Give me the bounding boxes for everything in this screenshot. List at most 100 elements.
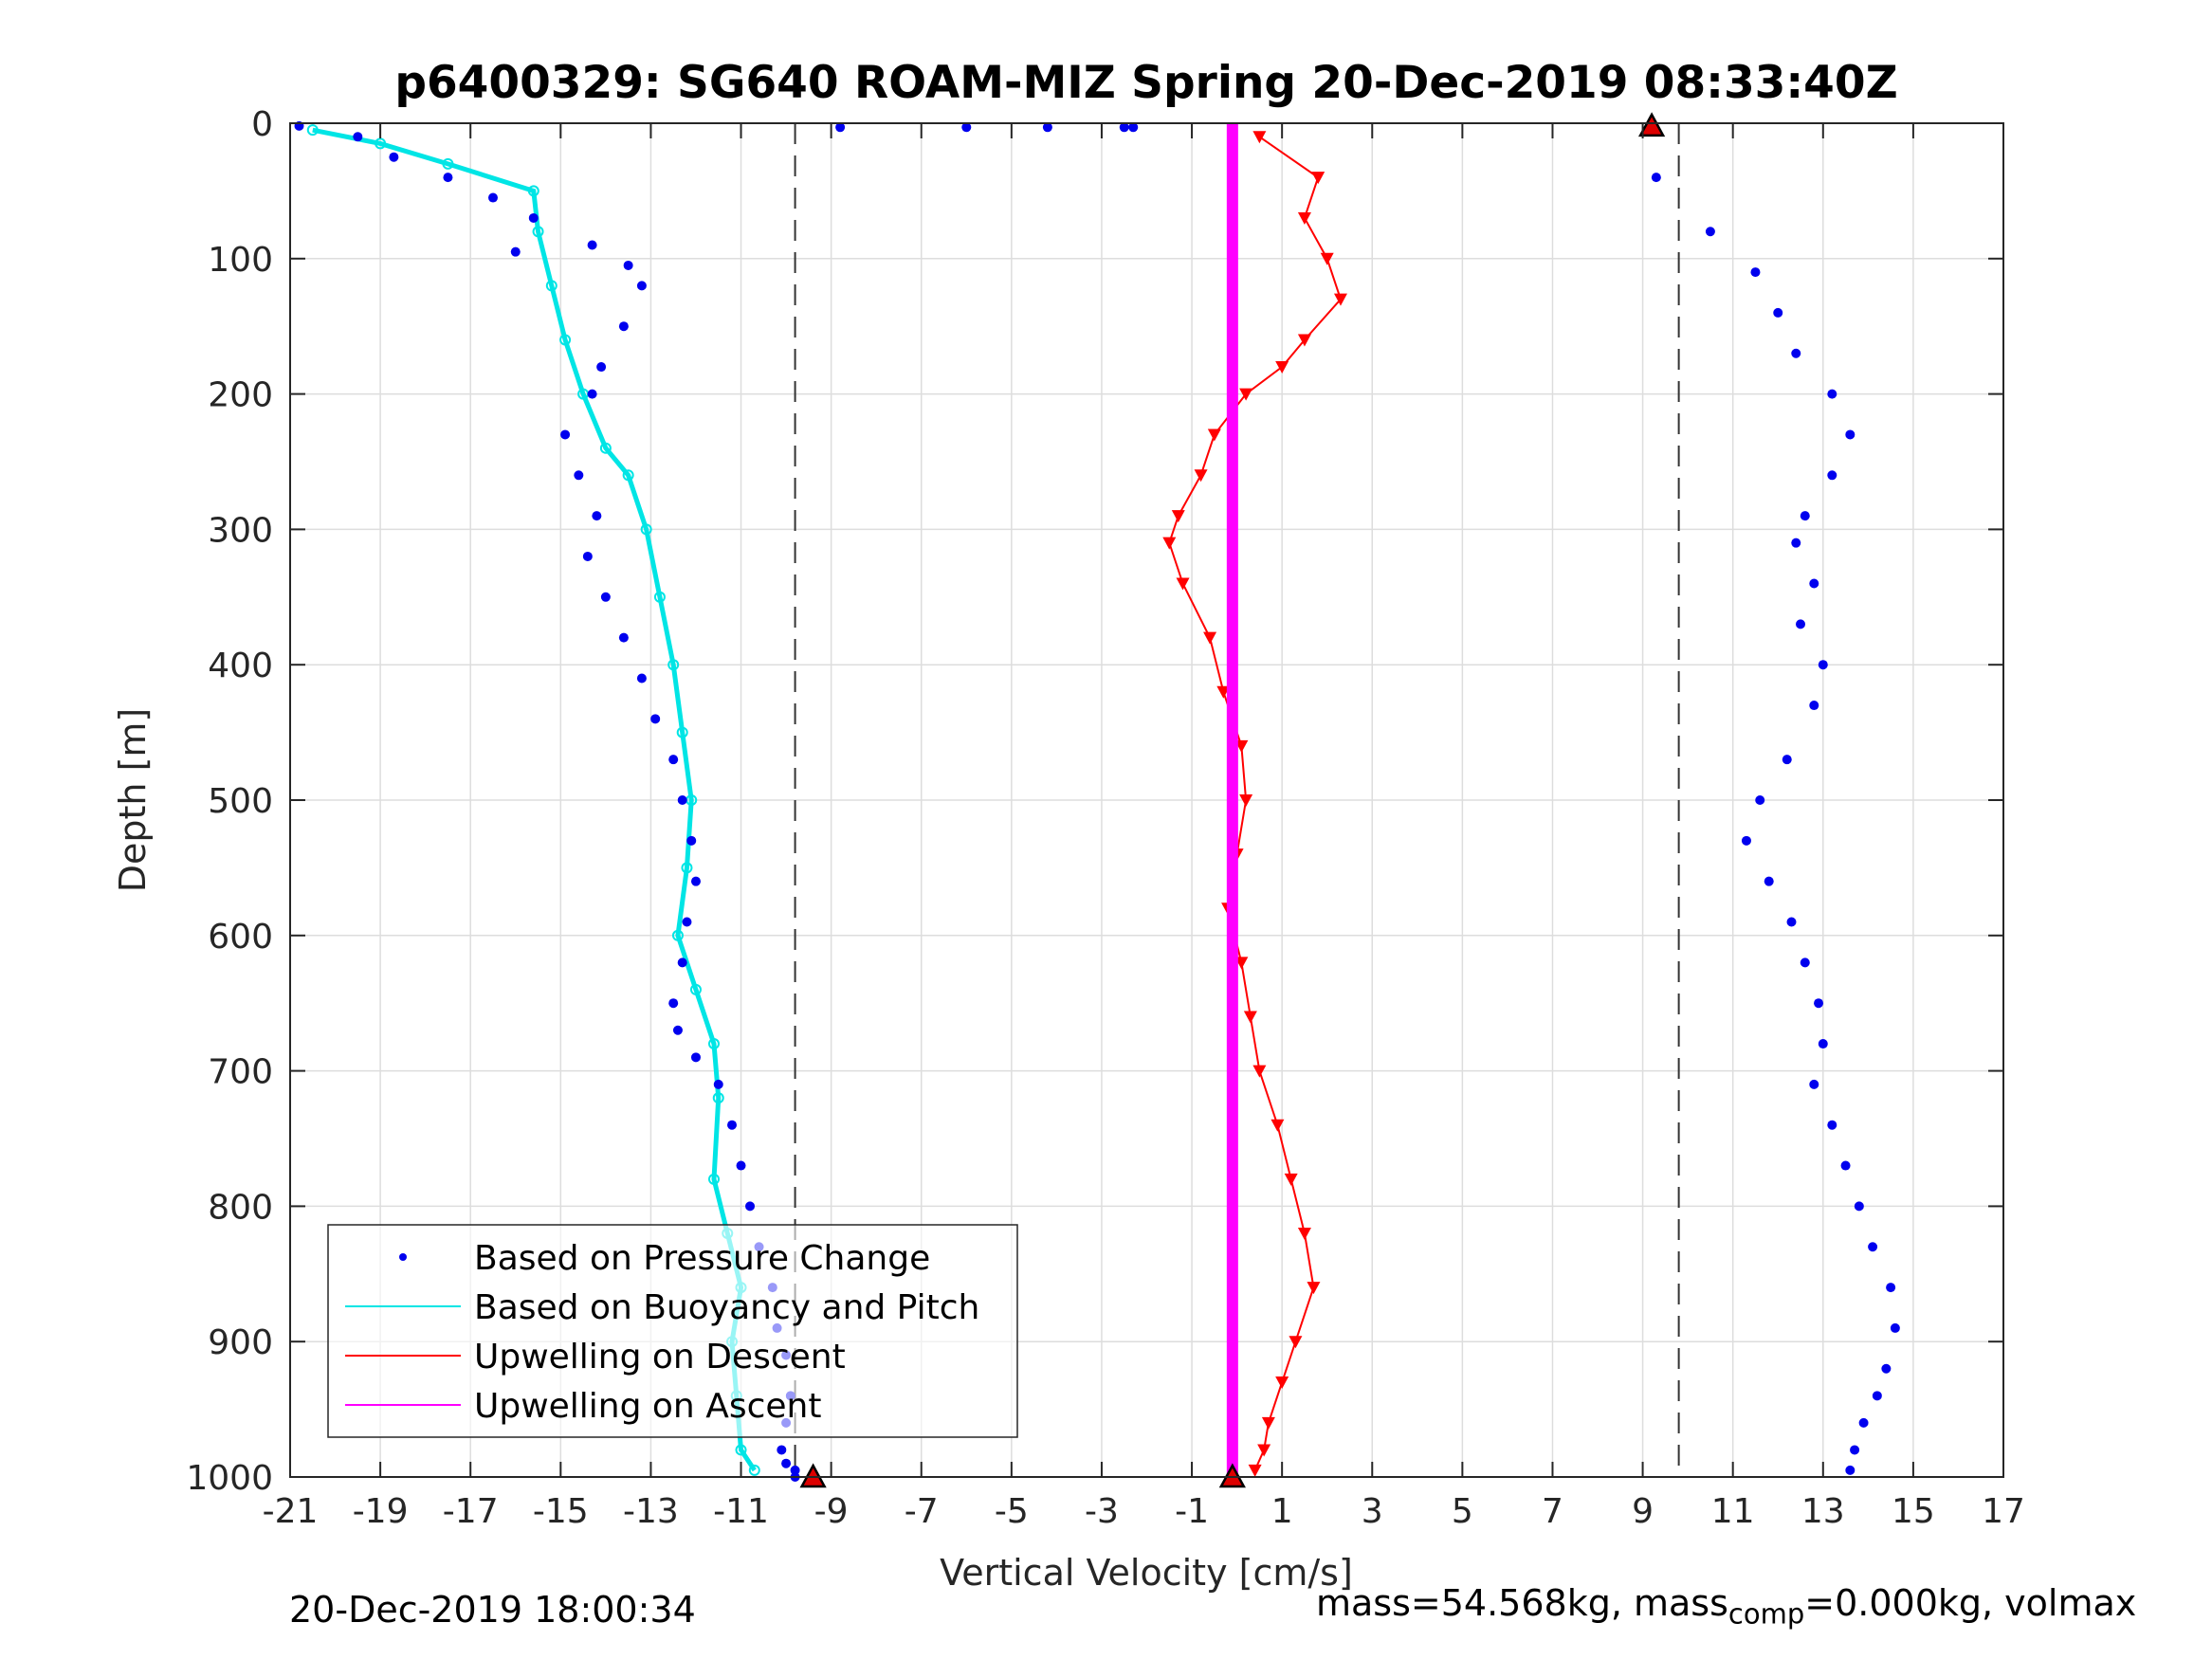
upwelling-descent-marker (1194, 469, 1208, 483)
x-tick-label: 5 (1452, 1492, 1473, 1531)
pressure-change-point (618, 632, 629, 643)
buoyancy-pitch-point (667, 659, 680, 671)
upwelling-descent-marker (1311, 172, 1325, 185)
y-tick-label: 0 (251, 105, 273, 144)
buoyancy-pitch-point (712, 1092, 724, 1104)
upwelling-descent-marker (1243, 1011, 1257, 1024)
y-tick-label: 300 (208, 511, 273, 550)
pressure-change-point-climb (1827, 470, 1837, 481)
buoyancy-pitch-point (676, 726, 688, 738)
pressure-change-point-climb (1786, 917, 1797, 927)
pressure-change-point (727, 1120, 738, 1130)
pressure-change-point (677, 957, 687, 968)
upwelling-descent-marker (1252, 131, 1267, 144)
axis-ticks: -21 -19 -17 -15 -13 -11 -9 -7 -5 -3 -1 1 3 5 7 9 11 13 15 1… (186, 105, 2025, 1531)
pressure-change-point-climb (961, 122, 972, 133)
pressure-change-point (636, 281, 647, 291)
pressure-change-point (623, 260, 633, 270)
pressure-change-point (668, 755, 679, 765)
pressure-change-point-climb (1840, 1160, 1851, 1171)
y-tick-label: 1000 (186, 1459, 273, 1498)
pressure-change-point-climb (1872, 1391, 1882, 1401)
pressure-change-point-climb (1705, 227, 1715, 237)
pressure-change-point (690, 1052, 701, 1063)
pressure-change-point (510, 246, 521, 257)
y-tick-label: 500 (208, 782, 273, 821)
x-tick-label: 13 (1801, 1492, 1845, 1531)
upwelling-descent-marker (1176, 577, 1190, 591)
buoyancy-pitch-point (622, 469, 634, 482)
x-tick-label: 3 (1362, 1492, 1383, 1531)
x-tick-label: -21 (263, 1492, 319, 1531)
series-layer (294, 112, 1900, 1488)
upwelling-descent-marker (1271, 1119, 1285, 1132)
buoyancy-pitch-point (442, 157, 454, 170)
buoyancy-pitch-point (671, 929, 684, 941)
buoyancy-pitch-point (545, 280, 558, 292)
buoyancy-pitch-point (735, 1444, 747, 1456)
pressure-change-point-climb (1755, 795, 1765, 805)
buoyancy-pitch-point (599, 442, 612, 454)
upwelling-descent-marker (1261, 1416, 1275, 1430)
pressure-change-point-climb (1827, 1120, 1837, 1130)
pressure-change-point (713, 1079, 723, 1089)
pressure-change-point-climb (1119, 122, 1129, 133)
pressure-change-point-climb (1818, 1039, 1828, 1049)
legend-box (327, 1224, 1018, 1438)
pressure-change-point-climb (835, 122, 846, 133)
buoyancy-pitch-point (681, 862, 693, 874)
x-tick-label: -3 (1085, 1492, 1119, 1531)
y-tick-label: 700 (208, 1053, 273, 1092)
x-tick-label: -19 (353, 1492, 409, 1531)
pressure-change-point-climb (1850, 1445, 1860, 1455)
y-tick-label: 400 (208, 647, 273, 685)
upwelling-descent-line (1168, 136, 1343, 1471)
upwelling-descent-marker (1333, 293, 1347, 306)
pressure-change-point-climb (1042, 122, 1052, 133)
upwelling-descent-marker (1284, 1173, 1298, 1186)
pressure-change-point-climb (1800, 957, 1810, 968)
legend-label: Upwelling on Descent (474, 1338, 846, 1376)
buoyancy-pitch-point (640, 523, 652, 536)
x-tick-label: 17 (1982, 1492, 2025, 1531)
buoyancy-pitch-point (748, 1464, 760, 1476)
y-tick-label: 800 (208, 1188, 273, 1227)
pressure-change-point-climb (1881, 1363, 1892, 1374)
pressure-change-point (677, 795, 687, 805)
x-tick-label: -13 (623, 1492, 679, 1531)
x-tick-label: -1 (1175, 1492, 1209, 1531)
pressure-change-point-climb (1782, 755, 1792, 765)
pressure-change-point (528, 212, 539, 223)
buoyancy-pitch-point (689, 983, 702, 995)
legend-label: Upwelling on Ascent (474, 1387, 821, 1426)
upwelling-descent-marker (1207, 428, 1221, 442)
pressure-change-point-climb (1809, 578, 1819, 589)
pressure-change-point-climb (1809, 701, 1819, 711)
pressure-change-point-climb (1827, 389, 1837, 399)
pressure-change-point (587, 389, 597, 399)
pressure-change-point-climb (1651, 173, 1661, 183)
footer-timestamp: 20-Dec-2019 18:00:34 (289, 1589, 696, 1631)
upwelling-descent-marker (1297, 334, 1311, 347)
upwelling-descent-marker (1216, 685, 1231, 699)
upwelling-descent-marker (1297, 1227, 1311, 1240)
y-tick-label: 100 (208, 241, 273, 280)
upwelling-descent-marker (1239, 388, 1253, 401)
pressure-change-point-climb (1890, 1322, 1900, 1333)
buoyancy-pitch-point (559, 334, 572, 346)
pressure-change-point (574, 470, 584, 481)
upwelling-descent-marker (1171, 510, 1185, 523)
pressure-change-point-climb (1818, 660, 1828, 670)
legend-label: Based on Buoyancy and Pitch (474, 1288, 979, 1327)
pressure-change-point (745, 1201, 756, 1212)
pressure-change-point-climb (1773, 307, 1783, 318)
x-tick-label: -7 (905, 1492, 939, 1531)
x-tick-label: -17 (443, 1492, 499, 1531)
pressure-change-point-climb (1791, 348, 1801, 358)
x-tick-label: -9 (814, 1492, 849, 1531)
y-tick-label: 900 (208, 1323, 273, 1362)
y-tick-label: 200 (208, 376, 273, 415)
pressure-change-point-climb (1809, 1079, 1819, 1089)
pressure-change-point (790, 1465, 800, 1475)
